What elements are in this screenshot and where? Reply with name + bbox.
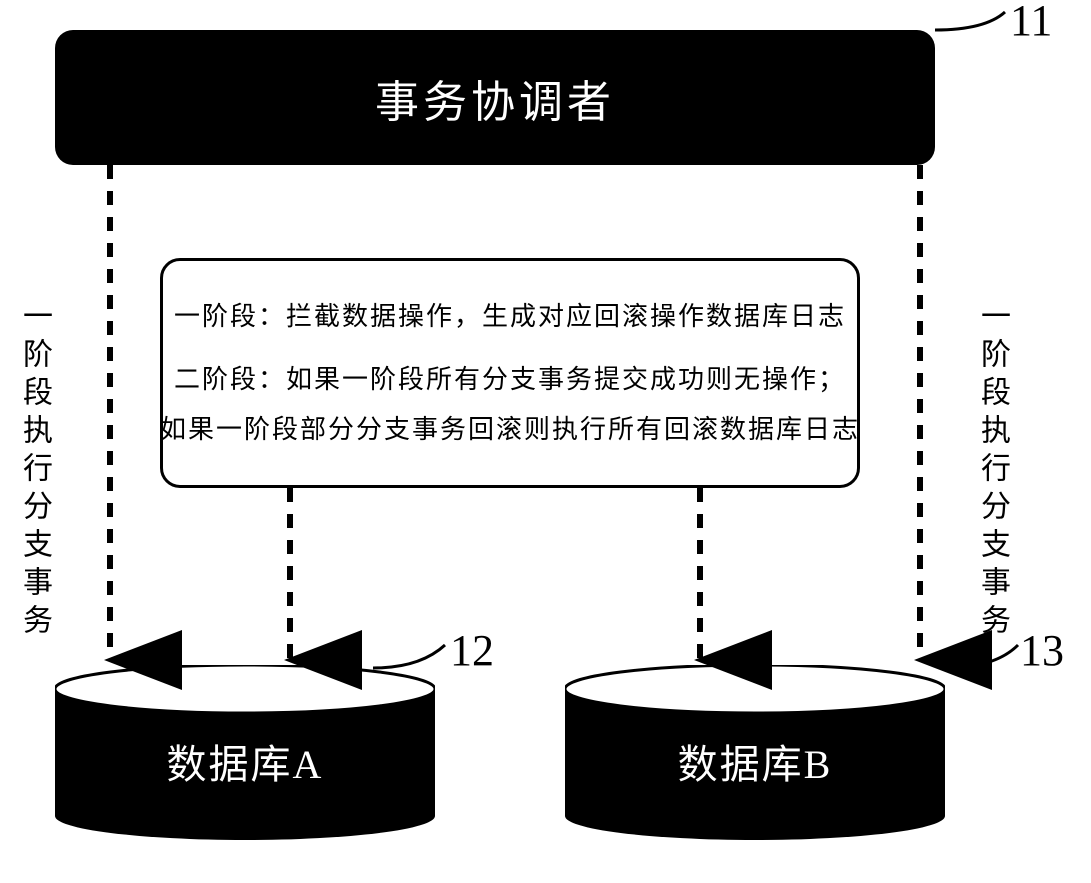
phase2-text-a: 二阶段：如果一阶段所有分支事务提交成功则无操作； [174, 355, 846, 404]
coordinator-box: 事务协调者 [55, 30, 935, 165]
phase2-text-b: 如果一阶段部分分支事务回滚则执行所有回滚数据库日志 [160, 405, 860, 454]
database-a: 数据库A [55, 665, 435, 840]
phase-description-box: 一阶段：拦截数据操作，生成对应回滚操作数据库日志 二阶段：如果一阶段所有分支事务… [160, 258, 860, 488]
database-a-label: 数据库A [55, 732, 435, 790]
ref-12: 12 [450, 625, 494, 676]
right-side-label: 一阶段执行分支事务 [970, 300, 1014, 642]
left-side-label: 一阶段执行分支事务 [12, 300, 56, 642]
ref-13: 13 [1020, 625, 1064, 676]
database-b: 数据库B [565, 665, 945, 840]
ref-tick-13 [945, 645, 1018, 668]
ref-tick-11 [935, 12, 1005, 30]
database-b-label: 数据库B [565, 732, 945, 790]
diagram-canvas: 事务协调者 一阶段：拦截数据操作，生成对应回滚操作数据库日志 二阶段：如果一阶段… [0, 0, 1091, 883]
phase1-text: 一阶段：拦截数据操作，生成对应回滚操作数据库日志 [174, 292, 846, 341]
ref-11: 11 [1010, 0, 1052, 46]
